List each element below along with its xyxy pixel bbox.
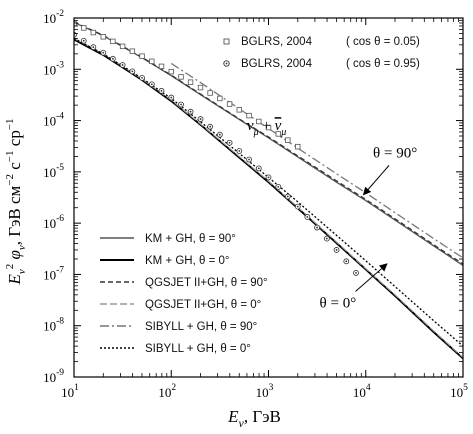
bglrs-square-point: [246, 112, 252, 119]
bglrs-circle-dot: [189, 110, 192, 113]
legend-series-label: KM + GH, θ = 90°: [145, 233, 236, 245]
series-line-2: [74, 38, 463, 360]
bglrs-circle-dot: [150, 83, 153, 86]
legend-series-label: SIBYLL + GH, θ = 90°: [145, 321, 257, 333]
bglrs-circle-dot: [335, 249, 338, 251]
bglrs-circle-dot: [92, 46, 95, 49]
bglrs-square-point: [100, 34, 106, 40]
bglrs-square-point: [119, 43, 126, 50]
bglrs-circle-dot: [228, 141, 231, 144]
bglrs-circle-dot: [102, 51, 105, 54]
bglrs-square-point: [110, 38, 116, 45]
bglrs-circle-dot: [170, 96, 173, 99]
legend-points-label: BGLRS, 2004: [241, 36, 313, 48]
y-axis-title: Eν2 φν, ГэВ см−2 с−1 ср−1: [4, 118, 28, 285]
angle-90-annotation-arrow: [362, 165, 390, 196]
bglrs-square-point: [74, 21, 77, 27]
bglrs-circle-dot: [277, 185, 280, 188]
bglrs-circle-dot: [316, 226, 318, 229]
series-line-6: [74, 37, 463, 347]
bglrs-square-point: [139, 53, 145, 59]
bglrs-square-point: [295, 143, 301, 150]
legend-points-label: BGLRS, 2004: [241, 58, 313, 70]
y-tick-label: 10-2: [43, 9, 64, 26]
bglrs-square-point: [256, 118, 262, 125]
y-tick-label: 10-6: [43, 214, 64, 231]
x-tick-label: 104: [353, 383, 371, 400]
y-tick-label: 10-5: [43, 163, 64, 180]
y-tick-label: 10-3: [43, 60, 64, 77]
channel-label: νμ + νμ: [247, 118, 286, 138]
bglrs-square-point: [129, 48, 136, 54]
bglrs-circle-dot: [218, 133, 221, 136]
y-tick-label: 10-4: [43, 112, 64, 129]
bglrs-circle-dot: [82, 39, 85, 42]
bglrs-circle-dot: [248, 158, 250, 161]
bglrs-circle-dot: [131, 70, 134, 73]
angle-90-annotation: θ = 90°: [373, 145, 417, 161]
bglrs-square-point: [168, 68, 174, 75]
legend-series-label: QGSJET II+GH, θ = 90°: [145, 277, 268, 289]
bglrs-circle-dot: [209, 125, 212, 128]
y-tick-label: 10-7: [43, 265, 64, 282]
legend-series-label: SIBYLL + GH, θ = 0°: [145, 343, 251, 355]
legend-square-marker: [223, 38, 230, 45]
bglrs-circle-dot: [355, 272, 357, 274]
bglrs-circle-dot: [160, 89, 163, 92]
x-tick-label: 103: [256, 383, 274, 400]
bglrs-circle-dot: [257, 167, 260, 170]
y-tick-label: 10-9: [43, 368, 64, 385]
bglrs-circle-dot: [199, 118, 202, 120]
x-axis-title: Eν, ГэВ: [227, 407, 281, 430]
bglrs-square-point: [217, 95, 223, 102]
bglrs-circle-dot: [267, 176, 270, 179]
bglrs-circle-dot: [345, 260, 348, 263]
bglrs-square-point: [197, 84, 204, 91]
angle-0-annotation-arrow: [355, 263, 388, 292]
bglrs-square-point: [207, 90, 213, 96]
legend-points-condition: ( cos θ = 0.95): [346, 58, 420, 70]
bglrs-square-point: [81, 25, 87, 31]
bglrs-square-point: [226, 101, 233, 107]
bglrs-circle-dot: [121, 64, 124, 66]
bglrs-circle-dot: [296, 205, 299, 208]
bglrs-square-point: [275, 131, 281, 137]
bglrs-circle-dot: [238, 150, 241, 152]
bglrs-circle-dot: [325, 237, 328, 240]
bglrs-circle-dot: [141, 76, 143, 79]
bglrs-circle-dot: [286, 195, 289, 198]
legend-series-label: KM + GH, θ = 0°: [145, 255, 230, 267]
legend-circle-dot: [225, 62, 228, 65]
x-tick-label: 101: [61, 383, 79, 400]
bglrs-circle-dot: [111, 57, 114, 60]
bglrs-square-point: [158, 63, 165, 70]
x-tick-label: 102: [158, 383, 176, 400]
bglrs-circle-dot: [180, 103, 182, 106]
bglrs-square-point: [178, 74, 184, 80]
bglrs-square-point: [236, 107, 243, 113]
bglrs-square-point: [187, 79, 194, 85]
legend-points-condition: ( cos θ = 0.05): [346, 36, 420, 48]
series-line-4: [74, 37, 463, 358]
bglrs-square-point: [265, 124, 272, 131]
legend-series-label: QGSJET II+GH, θ = 0°: [145, 299, 261, 311]
x-tick-label: 105: [450, 383, 468, 400]
y-tick-label: 10-8: [43, 317, 64, 334]
bglrs-square-point: [90, 29, 97, 36]
angle-0-annotation: θ = 0°: [320, 295, 357, 311]
series-line-5: [170, 62, 463, 259]
bglrs-square-point: [149, 58, 155, 65]
bglrs-circle-dot: [306, 216, 309, 218]
bglrs-square-point: [285, 137, 291, 143]
